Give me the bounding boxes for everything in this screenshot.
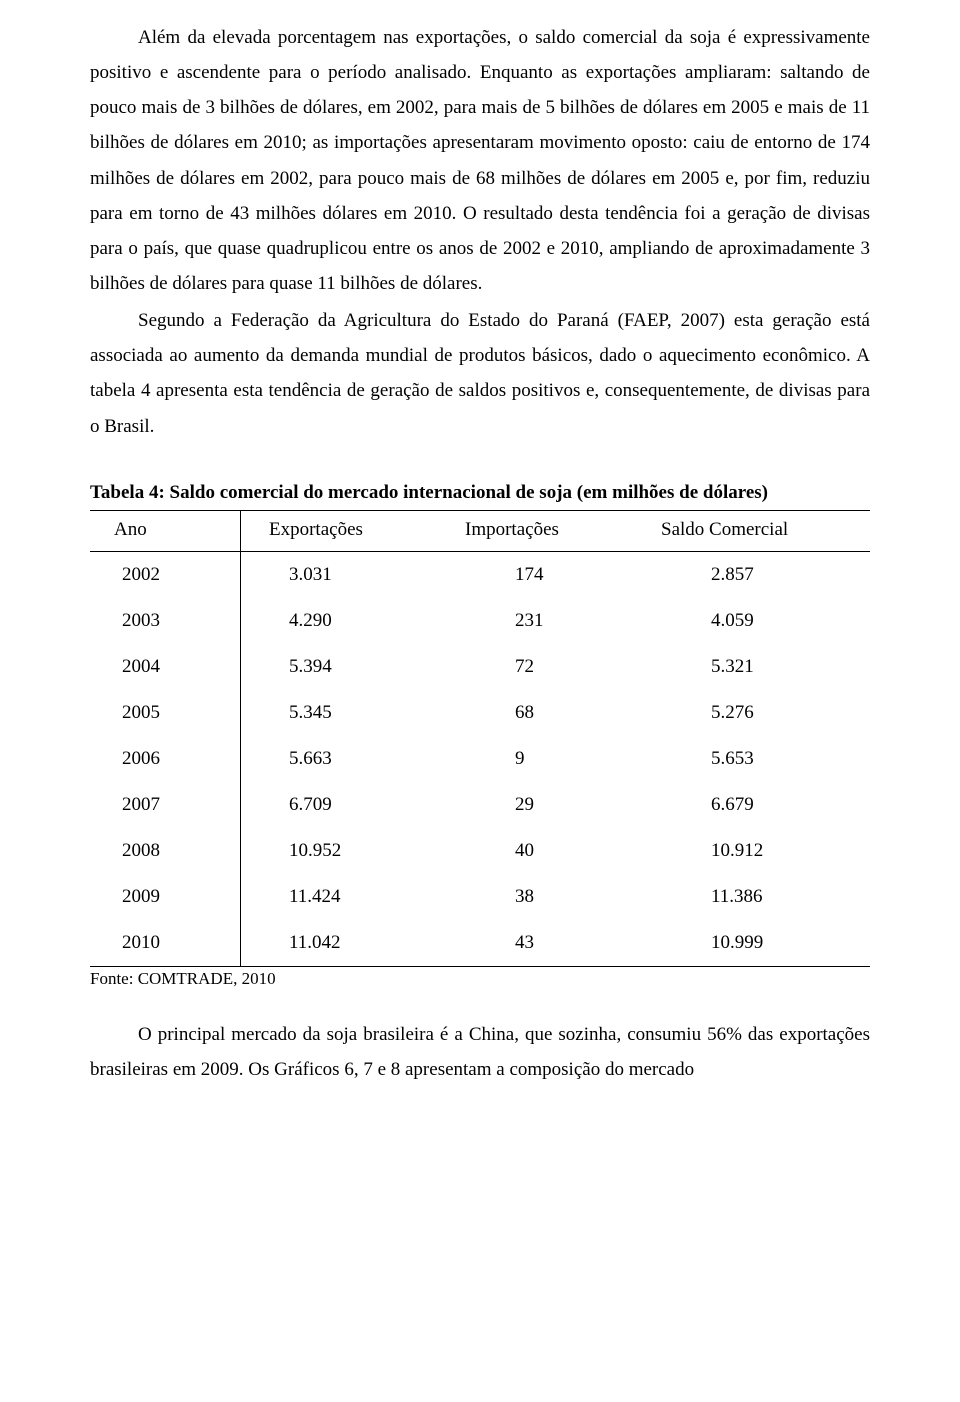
col-header-imports: Importações: [455, 510, 651, 551]
table-row: 20045.394725.321: [90, 644, 870, 690]
trade-balance-table: Ano Exportações Importações Saldo Comerc…: [90, 510, 870, 967]
table-cell: 72: [455, 644, 651, 690]
table-row: 20065.66395.653: [90, 736, 870, 782]
table-cell: 40: [455, 828, 651, 874]
table-row: 20023.0311742.857: [90, 551, 870, 598]
table-cell: 4.059: [651, 598, 870, 644]
table-cell: 2.857: [651, 551, 870, 598]
table-cell: 11.424: [241, 874, 456, 920]
table-cell: 11.042: [241, 920, 456, 967]
table-cell: 2009: [90, 874, 241, 920]
table-row: 20055.345685.276: [90, 690, 870, 736]
table-source: Fonte: COMTRADE, 2010: [90, 969, 870, 989]
document-page: Além da elevada porcentagem nas exportaç…: [0, 0, 960, 1119]
table-cell: 2006: [90, 736, 241, 782]
table-cell: 5.653: [651, 736, 870, 782]
table-cell: 231: [455, 598, 651, 644]
table-cell: 2004: [90, 644, 241, 690]
paragraph-3: O principal mercado da soja brasileira é…: [90, 1017, 870, 1087]
table-cell: 10.912: [651, 828, 870, 874]
table-cell: 3.031: [241, 551, 456, 598]
table-cell: 2002: [90, 551, 241, 598]
table-cell: 5.394: [241, 644, 456, 690]
table-cell: 5.345: [241, 690, 456, 736]
table-row: 200810.9524010.912: [90, 828, 870, 874]
table-cell: 6.709: [241, 782, 456, 828]
table-cell: 2010: [90, 920, 241, 967]
table-cell: 68: [455, 690, 651, 736]
table-cell: 6.679: [651, 782, 870, 828]
table-cell: 5.321: [651, 644, 870, 690]
table-cell: 2003: [90, 598, 241, 644]
paragraph-1: Além da elevada porcentagem nas exportaç…: [90, 20, 870, 301]
table-cell: 2007: [90, 782, 241, 828]
table-cell: 11.386: [651, 874, 870, 920]
table-row: 20076.709296.679: [90, 782, 870, 828]
table-cell: 2008: [90, 828, 241, 874]
table-row: 201011.0424310.999: [90, 920, 870, 967]
paragraph-2: Segundo a Federação da Agricultura do Es…: [90, 303, 870, 444]
table-cell: 29: [455, 782, 651, 828]
table-cell: 2005: [90, 690, 241, 736]
table-body: 20023.0311742.85720034.2902314.05920045.…: [90, 551, 870, 966]
table-cell: 10.999: [651, 920, 870, 967]
table-cell: 38: [455, 874, 651, 920]
col-header-balance: Saldo Comercial: [651, 510, 870, 551]
table-cell: 174: [455, 551, 651, 598]
table-cell: 5.276: [651, 690, 870, 736]
table-row: 20034.2902314.059: [90, 598, 870, 644]
table-cell: 5.663: [241, 736, 456, 782]
table-cell: 43: [455, 920, 651, 967]
table-title: Tabela 4: Saldo comercial do mercado int…: [90, 482, 870, 504]
col-header-exports: Exportações: [241, 510, 456, 551]
table-row: 200911.4243811.386: [90, 874, 870, 920]
table-cell: 10.952: [241, 828, 456, 874]
col-header-year: Ano: [90, 510, 241, 551]
table-cell: 9: [455, 736, 651, 782]
table-header-row: Ano Exportações Importações Saldo Comerc…: [90, 510, 870, 551]
table-cell: 4.290: [241, 598, 456, 644]
